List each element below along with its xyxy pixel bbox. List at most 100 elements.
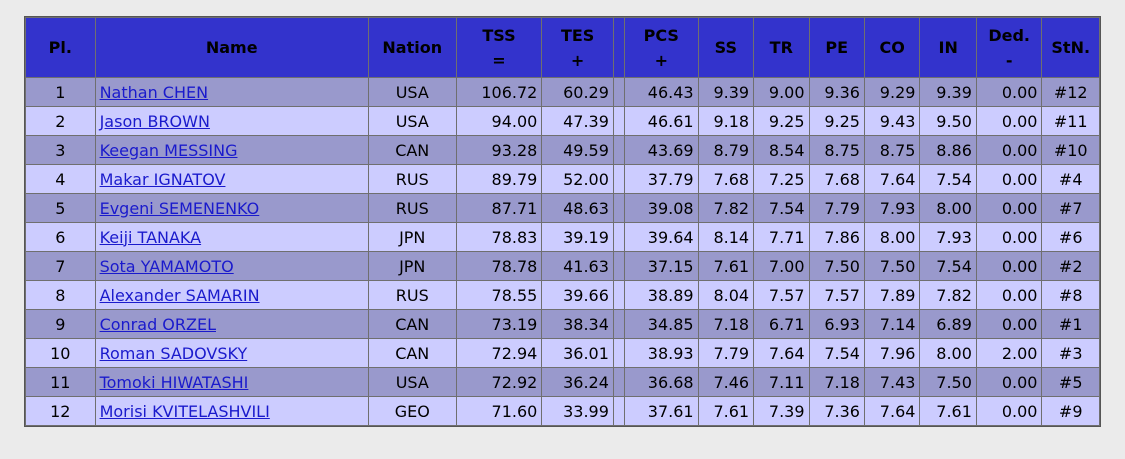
skater-name-link[interactable]: Jason BROWN (99, 111, 210, 131)
cell-tr: 7.25 (754, 165, 809, 193)
cell-starting-number: #7 (1042, 194, 1099, 222)
cell-separator (613, 223, 624, 251)
cell-skater-name: Morisi KVITELASHVILI (95, 397, 368, 425)
cell-co: 7.43 (864, 368, 920, 396)
cell-separator (613, 165, 624, 193)
header-tr: TR (754, 18, 809, 77)
table-header: Pl. Name Nation TSS = TES + PCS + SS TR PE … (26, 18, 1099, 77)
cell-in: 7.50 (920, 368, 976, 396)
cell-in: 9.39 (920, 78, 976, 106)
cell-tr: 7.39 (754, 397, 809, 425)
cell-ss: 9.18 (698, 107, 754, 135)
header-nation: Nation (368, 18, 456, 77)
cell-nation: USA (368, 368, 456, 396)
cell-ss: 7.79 (698, 339, 754, 367)
cell-starting-number: #10 (1042, 136, 1099, 164)
cell-skater-name: Makar IGNATOV (95, 165, 368, 193)
skater-name-link[interactable]: Evgeni SEMENENKO (99, 198, 260, 218)
cell-pcs: 37.15 (625, 252, 698, 280)
table-row: 5 Evgeni SEMENENKO RUS 87.71 48.63 39.08 7.82 7… (26, 194, 1099, 222)
cell-nation: GEO (368, 397, 456, 425)
skater-name-link[interactable]: Conrad ORZEL (99, 314, 216, 334)
cell-co: 7.64 (864, 397, 920, 425)
cell-pe: 7.18 (809, 368, 864, 396)
table-row: 12 Morisi KVITELASHVILI GEO 71.60 33.99 37.61… (26, 397, 1099, 425)
cell-tes: 48.63 (542, 194, 613, 222)
skater-name-link[interactable]: Tomoki HIWATASHI (99, 372, 249, 392)
header-in: IN (920, 18, 976, 77)
cell-in: 8.00 (920, 339, 976, 367)
cell-tes: 36.24 (542, 368, 613, 396)
cell-co: 7.14 (864, 310, 920, 338)
cell-nation: RUS (368, 194, 456, 222)
cell-pe: 7.57 (809, 281, 864, 309)
skater-name-link[interactable]: Morisi KVITELASHVILI (99, 401, 270, 421)
cell-pe: 6.93 (809, 310, 864, 338)
cell-pcs: 46.61 (625, 107, 698, 135)
table-row: 10 Roman SADOVSKY CAN 72.94 36.01 38.93 7.79 7.… (26, 339, 1099, 367)
cell-separator (613, 368, 624, 396)
header-tss: TSS = (456, 18, 542, 77)
cell-tes: 41.63 (542, 252, 613, 280)
header-deductions: Ded. - (976, 18, 1042, 77)
cell-deductions: 0.00 (976, 194, 1042, 222)
cell-starting-number: #1 (1042, 310, 1099, 338)
cell-nation: JPN (368, 252, 456, 280)
cell-placement: 12 (26, 397, 95, 425)
skater-name-link[interactable]: Sota YAMAMOTO (99, 256, 234, 276)
cell-starting-number: #6 (1042, 223, 1099, 251)
table-row: 9 Conrad ORZEL CAN 73.19 38.34 34.85 7.18 6.71 6… (26, 310, 1099, 338)
cell-pcs: 37.79 (625, 165, 698, 193)
cell-pe: 7.50 (809, 252, 864, 280)
skater-name-link[interactable]: Makar IGNATOV (99, 169, 226, 189)
cell-co: 7.89 (864, 281, 920, 309)
cell-tes: 60.29 (542, 78, 613, 106)
cell-tss: 89.79 (456, 165, 542, 193)
cell-pcs: 36.68 (625, 368, 698, 396)
skater-name-link[interactable]: Keegan MESSING (99, 140, 238, 160)
cell-tss: 78.83 (456, 223, 542, 251)
cell-tss: 106.72 (456, 78, 542, 106)
cell-pcs: 38.93 (625, 339, 698, 367)
cell-skater-name: Conrad ORZEL (95, 310, 368, 338)
cell-pcs: 37.61 (625, 397, 698, 425)
cell-ss: 8.04 (698, 281, 754, 309)
cell-tes: 33.99 (542, 397, 613, 425)
header-tes: TES + (542, 18, 613, 77)
cell-ss: 7.61 (698, 397, 754, 425)
cell-tr: 7.64 (754, 339, 809, 367)
cell-pe: 7.86 (809, 223, 864, 251)
cell-nation: USA (368, 78, 456, 106)
skater-name-link[interactable]: Roman SADOVSKY (99, 343, 248, 363)
cell-co: 8.75 (864, 136, 920, 164)
skater-name-link[interactable]: Nathan CHEN (99, 82, 209, 102)
cell-in: 7.54 (920, 252, 976, 280)
header-pcs-symbol: + (654, 50, 668, 70)
header-name: Name (95, 18, 368, 77)
cell-tr: 7.11 (754, 368, 809, 396)
cell-in: 8.86 (920, 136, 976, 164)
cell-tr: 7.57 (754, 281, 809, 309)
cell-in: 6.89 (920, 310, 976, 338)
cell-tss: 78.78 (456, 252, 542, 280)
cell-placement: 5 (26, 194, 95, 222)
cell-starting-number: #5 (1042, 368, 1099, 396)
skater-name-link[interactable]: Keiji TANAKA (99, 227, 202, 247)
cell-tes: 52.00 (542, 165, 613, 193)
header-placement: Pl. (26, 18, 95, 77)
cell-co: 7.50 (864, 252, 920, 280)
header-row: Pl. Name Nation TSS = TES + PCS + SS TR PE … (26, 18, 1099, 77)
cell-nation: CAN (368, 339, 456, 367)
cell-skater-name: Nathan CHEN (95, 78, 368, 106)
cell-tes: 39.19 (542, 223, 613, 251)
cell-tss: 78.55 (456, 281, 542, 309)
cell-separator (613, 397, 624, 425)
table-row: 1 Nathan CHEN USA 106.72 60.29 46.43 9.39 9.00 9… (26, 78, 1099, 106)
cell-nation: USA (368, 107, 456, 135)
cell-tss: 72.92 (456, 368, 542, 396)
header-tss-symbol: = (492, 50, 506, 70)
cell-skater-name: Evgeni SEMENENKO (95, 194, 368, 222)
cell-starting-number: #11 (1042, 107, 1099, 135)
cell-tes: 39.66 (542, 281, 613, 309)
skater-name-link[interactable]: Alexander SAMARIN (99, 285, 260, 305)
